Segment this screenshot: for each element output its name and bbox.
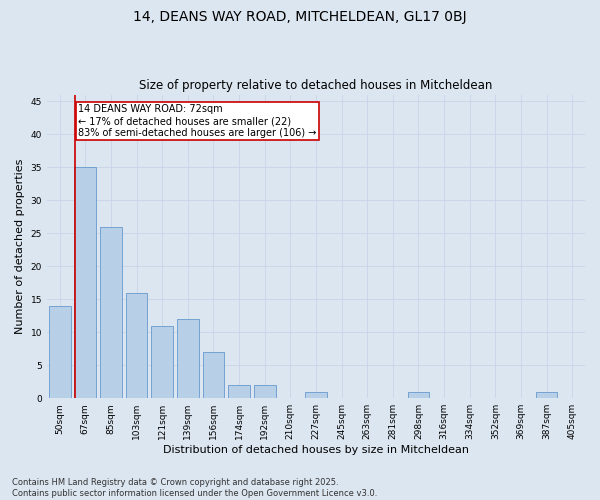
Bar — [203, 352, 224, 398]
Bar — [151, 326, 173, 398]
Bar — [228, 385, 250, 398]
Bar — [305, 392, 327, 398]
Bar — [407, 392, 430, 398]
Y-axis label: Number of detached properties: Number of detached properties — [15, 158, 25, 334]
Bar — [177, 319, 199, 398]
Text: 14, DEANS WAY ROAD, MITCHELDEAN, GL17 0BJ: 14, DEANS WAY ROAD, MITCHELDEAN, GL17 0B… — [133, 10, 467, 24]
Bar — [74, 167, 96, 398]
Bar — [49, 306, 71, 398]
Bar — [536, 392, 557, 398]
Title: Size of property relative to detached houses in Mitcheldean: Size of property relative to detached ho… — [139, 79, 493, 92]
Bar — [254, 385, 275, 398]
Bar — [100, 226, 122, 398]
Text: Contains HM Land Registry data © Crown copyright and database right 2025.
Contai: Contains HM Land Registry data © Crown c… — [12, 478, 377, 498]
Text: 14 DEANS WAY ROAD: 72sqm
← 17% of detached houses are smaller (22)
83% of semi-d: 14 DEANS WAY ROAD: 72sqm ← 17% of detach… — [78, 104, 317, 138]
Bar — [126, 292, 148, 398]
X-axis label: Distribution of detached houses by size in Mitcheldean: Distribution of detached houses by size … — [163, 445, 469, 455]
